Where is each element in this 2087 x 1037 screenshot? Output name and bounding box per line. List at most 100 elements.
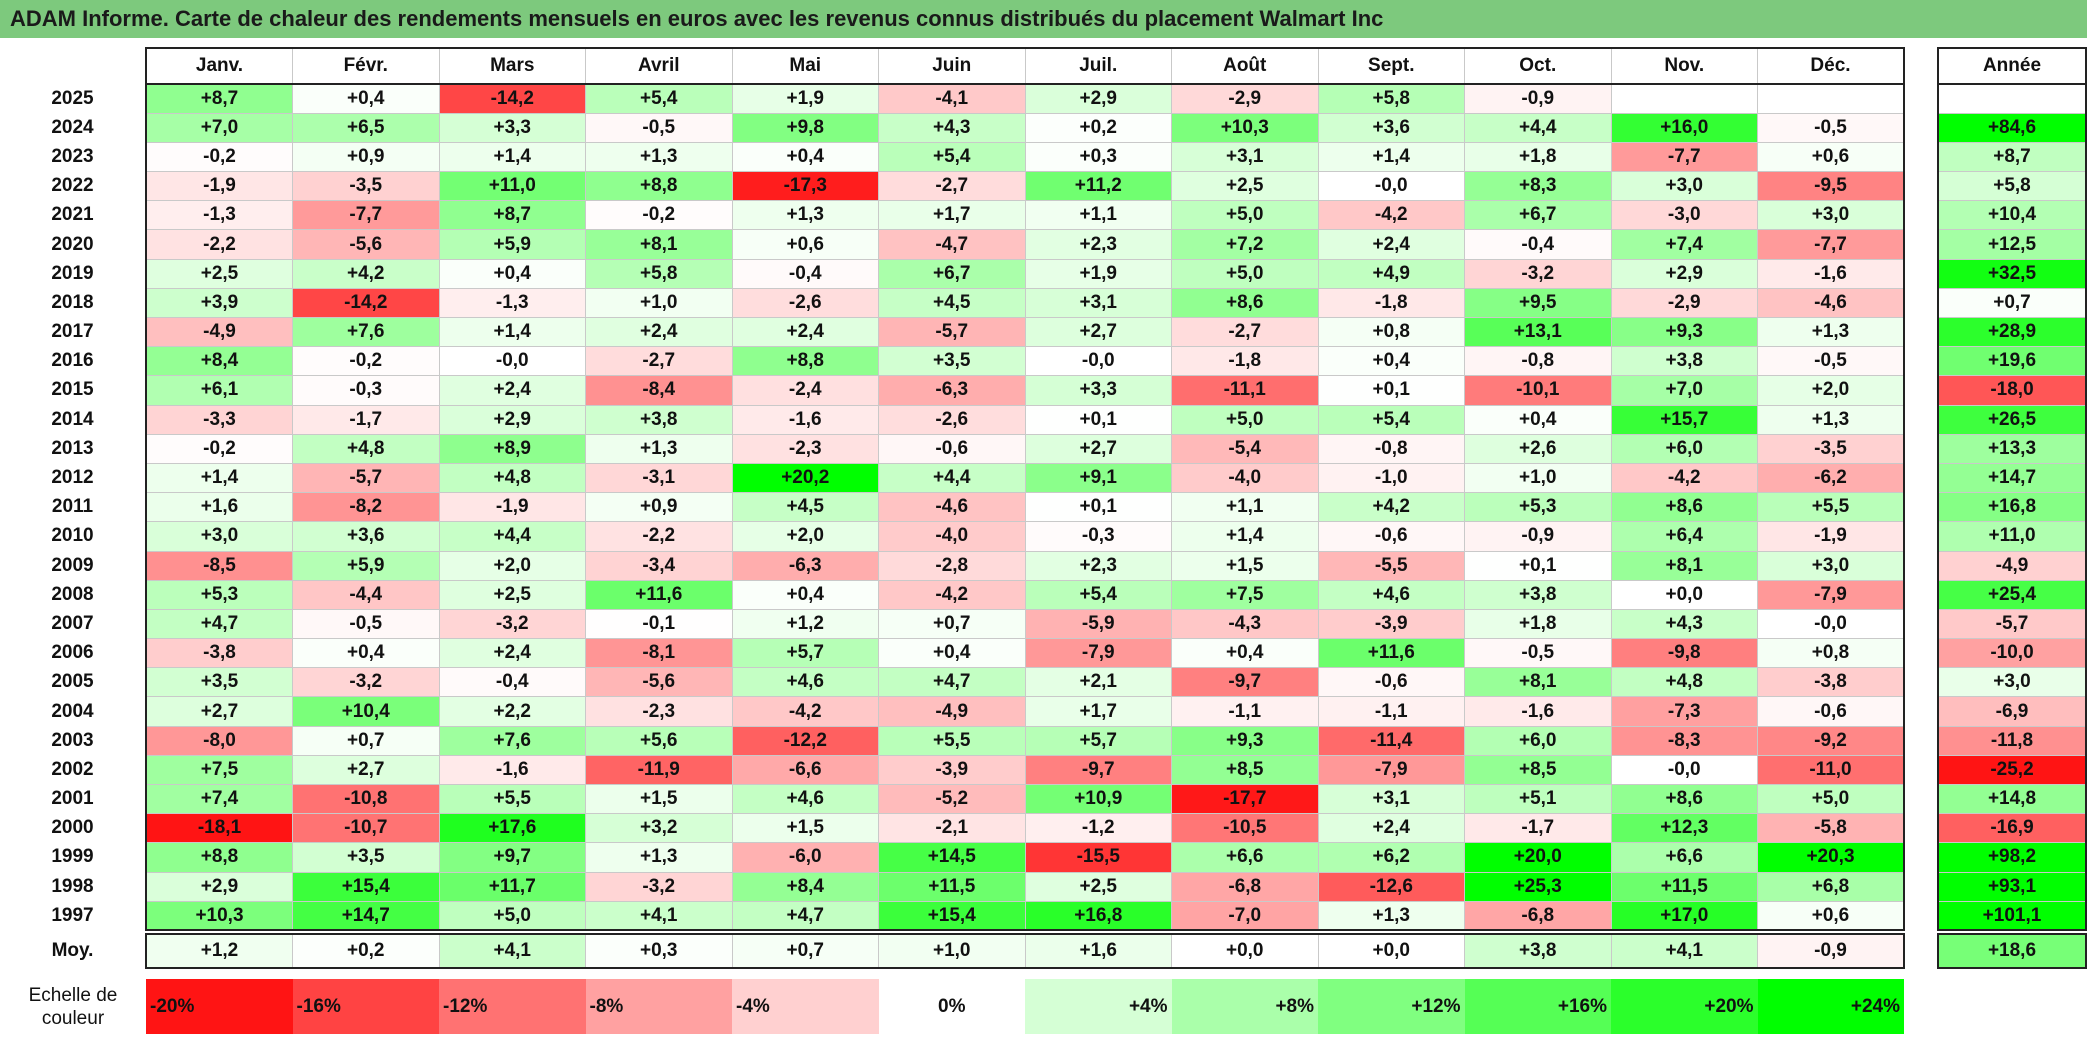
heatmap-cell: +2,4 (731, 316, 879, 348)
heatmap-cell: +8,7 (438, 200, 586, 231)
heatmap-cell: +14,7 (292, 900, 440, 932)
heatmap-cell: +1,1 (1171, 492, 1319, 523)
heatmap-cell: -1,1 (1171, 696, 1319, 727)
heatmap-cell: +2,2 (438, 696, 586, 727)
heatmap-cell: -4,0 (878, 521, 1026, 552)
heatmap-cell: -10,1 (1464, 375, 1612, 406)
heatmap-cell: -5,2 (878, 783, 1026, 815)
heatmap-cell: +4,4 (1464, 112, 1612, 143)
month-header: Nov. (1610, 47, 1758, 85)
annual-cell: -4,9 (1937, 550, 2087, 581)
heatmap-cell: -15,5 (1024, 842, 1172, 873)
heatmap-cell: +3,1 (1024, 287, 1172, 319)
heatmap-cell: -11,1 (1171, 375, 1319, 406)
heatmap-cell: +2,3 (1024, 550, 1172, 581)
heatmap-cell: -5,9 (1024, 608, 1172, 640)
year-label: 2003 (51, 729, 94, 751)
heatmap-cell: -8,4 (585, 375, 733, 406)
color-scale-swatch: +16% (1464, 979, 1611, 1034)
heatmap-cell: -8,5 (145, 550, 293, 581)
heatmap-cell: +1,0 (1464, 462, 1612, 494)
heatmap-cell: -7,9 (1024, 638, 1172, 669)
heatmap-cell: -7,0 (1171, 900, 1319, 932)
heatmap-cell: +0,4 (438, 258, 586, 289)
heatmap-cell: -2,9 (1610, 287, 1758, 319)
heatmap-cell: +2,7 (292, 754, 440, 786)
heatmap-cell: +6,7 (878, 258, 1026, 289)
heatmap-cell: +2,9 (1610, 258, 1758, 289)
year-label: 2013 (51, 437, 94, 459)
heatmap-cell: +5,4 (585, 83, 733, 114)
heatmap-cell: -1,3 (145, 200, 293, 231)
heatmap-cell: +7,6 (292, 316, 440, 348)
heatmap-cell: +7,0 (1610, 375, 1758, 406)
heatmap-cell: +2,1 (1024, 667, 1172, 698)
heatmap-cell: +6,0 (1464, 725, 1612, 756)
heatmap-cell: +3,5 (145, 667, 293, 698)
heatmap-cell: +1,8 (1464, 608, 1612, 640)
year-label: 2007 (51, 612, 94, 634)
heatmap-cell: +11,0 (438, 171, 586, 202)
heatmap-cell: +3,8 (1464, 579, 1612, 610)
year-label: 2020 (51, 233, 94, 255)
heatmap-cell: -3,3 (145, 404, 293, 435)
heatmap-cell: -3,9 (878, 754, 1026, 786)
heatmap-cell: +1,4 (1317, 141, 1465, 173)
heatmap-cell: +8,4 (145, 346, 293, 377)
heatmap-cell: -4,7 (878, 229, 1026, 260)
heatmap-cell: -4,6 (878, 492, 1026, 523)
heatmap-cell: +11,5 (1610, 871, 1758, 902)
heatmap-cell: +2,9 (438, 404, 586, 435)
heatmap-cell: +6,8 (1757, 871, 1905, 902)
month-header: Août (1171, 47, 1319, 85)
heatmap-cell: +8,3 (1464, 171, 1612, 202)
corner-cell (0, 48, 146, 84)
heatmap-cell: +0,2 (1024, 112, 1172, 143)
heatmap-cell: +0,4 (1464, 404, 1612, 435)
heatmap-cell: -2,7 (585, 346, 733, 377)
heatmap-cell: -4,3 (1171, 608, 1319, 640)
heatmap-cell: +7,5 (1171, 579, 1319, 610)
heatmap-cell: +4,4 (878, 462, 1026, 494)
heatmap-cell: +0,4 (731, 141, 879, 173)
color-scale-swatch: -12% (439, 979, 586, 1034)
heatmap-cell: +5,0 (1757, 783, 1905, 815)
heatmap-cell: -0,4 (1464, 229, 1612, 260)
heatmap-cell: +0,1 (1464, 550, 1612, 581)
heatmap-cell: -4,2 (731, 696, 879, 727)
annual-cell: -11,8 (1937, 725, 2087, 756)
heatmap-cell: -6,8 (1464, 900, 1612, 932)
heatmap-cell: -4,6 (1757, 287, 1905, 319)
heatmap-cell: +9,5 (1464, 287, 1612, 319)
heatmap-cell: +4,6 (731, 783, 879, 815)
heatmap-cell: +4,6 (1317, 579, 1465, 610)
heatmap-cell: +8,4 (731, 871, 879, 902)
heatmap-cell: +8,5 (1171, 754, 1319, 786)
heatmap-cell: +1,4 (145, 462, 293, 494)
month-header: Juil. (1024, 47, 1172, 85)
heatmap-cell: -0,0 (1024, 346, 1172, 377)
heatmap-cell: +0,7 (292, 725, 440, 756)
annual-cell: +8,7 (1937, 141, 2087, 173)
heatmap-cell: +1,4 (1171, 521, 1319, 552)
annual-cell: +25,4 (1937, 579, 2087, 610)
heatmap-cell: +1,4 (438, 316, 586, 348)
heatmap-cell: -1,3 (438, 287, 586, 319)
heatmap-cell: -5,6 (585, 667, 733, 698)
heatmap-cell: +0,6 (1757, 900, 1905, 932)
annual-cell: +84,6 (1937, 112, 2087, 143)
heatmap-cell: +2,5 (1171, 171, 1319, 202)
heatmap-cell: -1,9 (438, 492, 586, 523)
annual-cell: +0,7 (1937, 287, 2087, 319)
heatmap-cell: -6,3 (878, 375, 1026, 406)
heatmap-cell: +1,3 (585, 141, 733, 173)
heatmap-cell: -0,3 (1024, 521, 1172, 552)
heatmap-cell: +0,9 (292, 141, 440, 173)
heatmap-cell: -14,2 (292, 287, 440, 319)
annual-cell: +26,5 (1937, 404, 2087, 435)
heatmap-cell: -2,4 (731, 375, 879, 406)
heatmap-cell: -10,7 (292, 813, 440, 844)
heatmap-cell: -0,3 (292, 375, 440, 406)
heatmap-cell: -3,0 (1610, 200, 1758, 231)
heatmap-cell: +3,0 (1757, 550, 1905, 581)
